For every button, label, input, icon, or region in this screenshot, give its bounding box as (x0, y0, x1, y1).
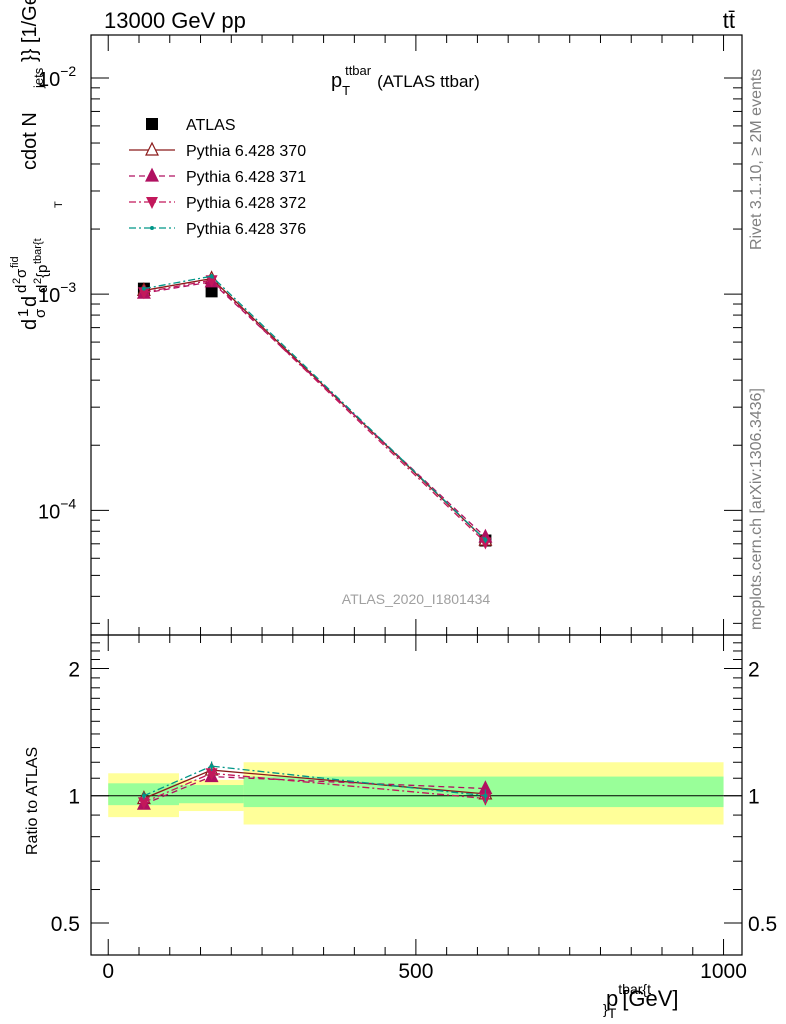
main-series-2 (136, 273, 493, 543)
ratio-ytick-label-left-2: 2 (68, 658, 80, 681)
ratio-line-2 (143, 772, 486, 803)
ylabel-j: 2 (32, 278, 44, 284)
ratio-xtick-label-0: 0 (102, 960, 114, 983)
main-series-3 (137, 275, 492, 550)
main-series-1 (136, 270, 493, 546)
main-ytick-base: 10 (38, 285, 60, 307)
main-ytick-exp: −4 (60, 495, 76, 511)
ylabel-h: fid (9, 256, 21, 268)
xlabel-rest: [GeV] (622, 986, 678, 1011)
legend: ATLAS Pythia 6.428 370 Pythia 6.428 371 Pyt… (129, 117, 306, 238)
ylabel-d: d (19, 296, 41, 307)
ylabel-g: σ (13, 268, 30, 278)
main-ytick-label-1: 10−3 (38, 279, 76, 307)
analysis-id: ATLAS_2020_I1801434 (342, 591, 491, 607)
xlabel-base: p (606, 986, 618, 1011)
main-ytick-label-0: 10−2 (38, 63, 76, 91)
ratio-band-inner-1 (178, 785, 244, 804)
xlabel-sub: } (603, 1001, 608, 1017)
main-ytick-exp: −3 (60, 279, 76, 295)
main-point-3-1 (205, 275, 218, 288)
header-process: tt̄ (723, 8, 735, 33)
ylabel-p: }} [1/GeV] (19, 0, 41, 62)
main-ytick-label-2: 10−4 (38, 495, 76, 523)
xlabel-sub2: T (608, 1005, 617, 1021)
ylabel-i: d (34, 285, 51, 293)
ratio-ytick-label-right-2: 2 (748, 658, 760, 681)
main-point-4-0 (141, 286, 146, 291)
ratio-point-2-1 (205, 768, 218, 781)
side-mcplots-label: mcplots.cern.ch [arXiv:1306.3436] (748, 388, 765, 630)
legend-label-3: Pythia 6.428 372 (186, 195, 306, 212)
ylabel-l: tbar{t (32, 238, 44, 264)
header-energy: 13000 GeV pp (104, 8, 246, 33)
ratio-xtick-label-1: 500 (398, 960, 433, 983)
main-ylabel: d 1 σ d d 2 σ fid d 2 {p tbar{t T cdot N… (1, 0, 67, 330)
ratio-panel-frame (90, 634, 743, 956)
ratio-xtick-label-2: 1000 (700, 960, 747, 983)
svg-text:d 1 σ d: d 1 σ d d 2 σ fid d 2 {p tbar{t T cdot N… (1, 0, 67, 330)
main-ytick-base: 10 (38, 501, 60, 523)
main-line-3 (143, 279, 486, 543)
ylabel-e: d (13, 285, 30, 293)
main-line-4 (143, 275, 486, 541)
ratio-point-3-1 (209, 764, 214, 769)
main-ytick-base: 10 (38, 69, 60, 91)
legend-marker-1 (145, 141, 159, 156)
ylabel-m: T (53, 201, 65, 208)
main-series-4 (141, 273, 488, 544)
ratio-series-3 (141, 761, 488, 803)
ratio-line-3 (143, 765, 486, 797)
main-point-3-2 (479, 537, 492, 550)
main-line-1 (143, 277, 486, 541)
legend-label-4: Pythia 6.428 376 (186, 221, 306, 238)
legend-marker-2 (145, 167, 159, 182)
main-point-4-2 (483, 537, 488, 542)
main-title-sub: T (342, 83, 350, 98)
main-title-p: p (331, 70, 342, 92)
ratio-ytick-label-left-1: 1 (68, 786, 80, 809)
main-point-4-1 (209, 274, 214, 279)
main-series-0 (137, 282, 492, 547)
main-series-layer (136, 270, 493, 550)
main-point-0-1 (205, 285, 218, 298)
legend-marker-0 (146, 118, 158, 130)
ylabel-f: 2 (11, 278, 23, 284)
ratio-ytick-label-left-0: 0.5 (51, 913, 80, 936)
ratio-ytick-label-right-0: 0.5 (748, 913, 777, 936)
ylabel-k: {p (34, 265, 51, 278)
main-title-sup: ttbar (345, 63, 372, 78)
legend-label-0: ATLAS (186, 117, 236, 134)
ratio-axes: 0.5 0.5 1 1 2 2 0 500 1000 (51, 634, 777, 983)
side-rivet-label: Rivet 3.1.10, ≥ 2M events (748, 69, 765, 250)
legend-label-2: Pythia 6.428 371 (186, 169, 306, 186)
xlabel-sup: tbar{t (618, 981, 651, 997)
main-ytick-exp: −2 (60, 63, 76, 79)
ratio-point-3-0 (141, 793, 146, 798)
ylabel-b: 1 (15, 309, 32, 317)
ratio-point-2-0 (137, 797, 150, 810)
ratio-ylabel: Ratio to ATLAS (24, 747, 41, 855)
main-title-rest: (ATLAS ttbar) (377, 72, 480, 91)
ratio-series-layer (136, 761, 493, 810)
ylabel-o: jets (31, 67, 46, 89)
main-axes: 10−210−310−4 (38, 35, 742, 635)
ratio-ytick-label-right-1: 1 (748, 786, 760, 809)
ylabel-c: σ (32, 308, 49, 318)
ratio-point-3-2 (483, 793, 488, 798)
x-axis-label: ptbar{t}T [GeV] (603, 981, 679, 1021)
legend-marker-4 (150, 226, 154, 230)
main-title: pTttbar (ATLAS ttbar) (331, 63, 480, 98)
legend-marker-3 (146, 197, 158, 209)
legend-label-1: Pythia 6.428 370 (186, 143, 306, 160)
ylabel-a: d (19, 319, 41, 330)
main-line-2 (143, 281, 486, 538)
ylabel-n: cdot N (19, 112, 41, 170)
main-point-3-0 (137, 287, 150, 300)
